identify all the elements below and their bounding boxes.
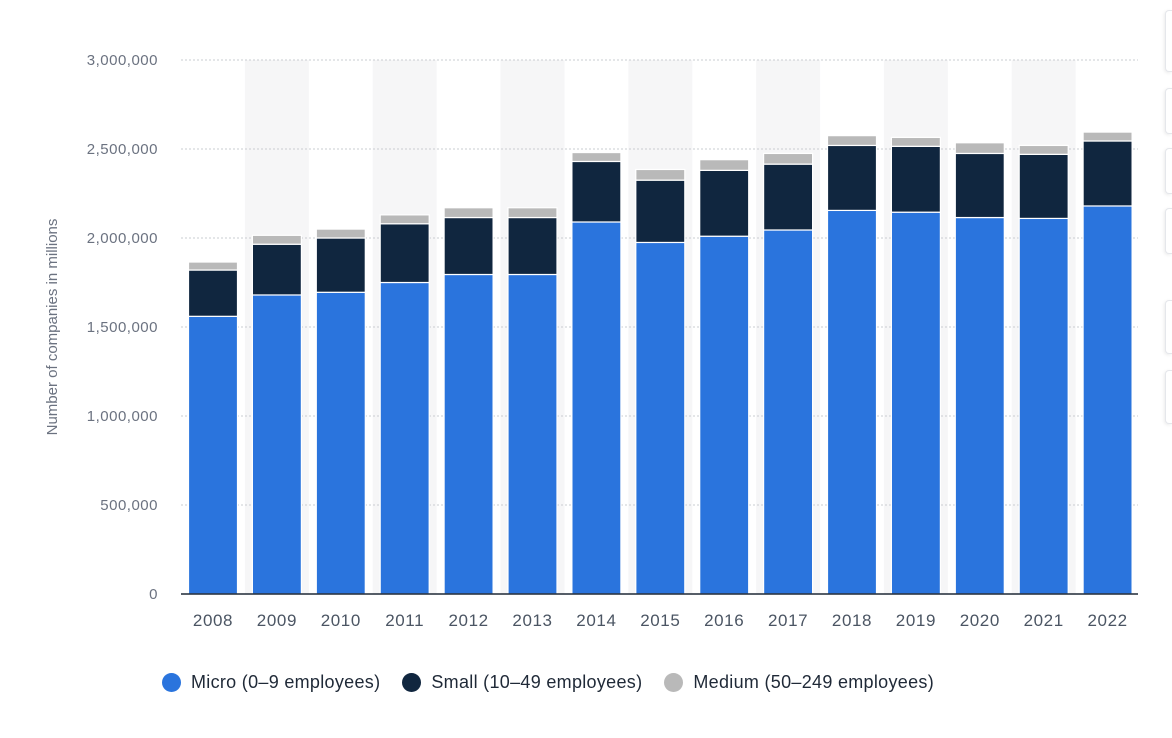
bar-segment-medium[interactable] — [1082, 131, 1133, 142]
y-tick-label: 1,000,000 — [87, 408, 158, 425]
bar-segment-micro[interactable] — [890, 211, 942, 595]
bar-segment-small[interactable] — [762, 163, 814, 231]
bar-segment-medium[interactable] — [443, 207, 494, 219]
y-tick-label: 1,500,000 — [87, 319, 158, 336]
bar-segment-micro[interactable] — [826, 209, 878, 595]
legend: Micro (0–9 employees) Small (10–49 emplo… — [162, 672, 956, 693]
bar-segment-medium[interactable] — [507, 207, 558, 219]
bar-segment-medium[interactable] — [187, 261, 239, 271]
bar-segment-micro[interactable] — [379, 281, 430, 595]
bar-segment-small[interactable] — [443, 216, 494, 276]
legend-dot-micro — [162, 673, 181, 692]
bar-segment-small[interactable] — [1082, 140, 1133, 207]
bar-segment-micro[interactable] — [443, 273, 494, 595]
bar-segment-medium[interactable] — [762, 152, 814, 165]
side-panel-tab[interactable] — [1165, 148, 1172, 194]
bar-segment-micro[interactable] — [954, 216, 1005, 595]
bar-segment-micro[interactable] — [762, 229, 814, 595]
x-tick-label: 2009 — [257, 611, 297, 630]
bar-segment-small[interactable] — [315, 237, 366, 293]
legend-label-small: Small (10–49 employees) — [431, 672, 643, 692]
x-tick-label: 2010 — [321, 611, 361, 630]
bar-segment-small[interactable] — [699, 169, 750, 237]
legend-label-medium: Medium (50–249 employees) — [693, 672, 934, 692]
y-tick-label: 2,500,000 — [87, 141, 158, 158]
bar-segment-micro[interactable] — [1082, 205, 1133, 595]
side-panel-tab[interactable] — [1165, 10, 1172, 72]
bar-segment-micro[interactable] — [187, 315, 239, 595]
bar-segment-small[interactable] — [826, 144, 878, 212]
legend-item-small[interactable]: Small (10–49 employees) — [402, 672, 642, 693]
y-tick-label: 2,000,000 — [87, 230, 158, 247]
bar-segment-medium[interactable] — [826, 135, 878, 147]
y-tick-label: 3,000,000 — [87, 52, 158, 69]
y-tick-label: 500,000 — [100, 497, 158, 514]
bar-segment-micro[interactable] — [699, 235, 750, 595]
legend-item-medium[interactable]: Medium (50–249 employees) — [664, 672, 934, 693]
bar-segment-micro[interactable] — [507, 273, 558, 595]
bar-segment-medium[interactable] — [699, 159, 750, 171]
bar-segment-medium[interactable] — [571, 151, 622, 163]
bar-segment-small[interactable] — [635, 179, 686, 244]
side-panel-tab[interactable] — [1165, 88, 1172, 134]
bars — [187, 131, 1133, 595]
x-tick-label: 2013 — [512, 611, 552, 630]
x-tick-label: 2020 — [960, 611, 1000, 630]
legend-label-micro: Micro (0–9 employees) — [191, 672, 381, 692]
x-tick-label: 2015 — [640, 611, 680, 630]
side-panel-tab[interactable] — [1165, 208, 1172, 254]
bar-segment-small[interactable] — [890, 145, 942, 213]
bar-segment-micro[interactable] — [571, 221, 622, 595]
side-panel-tab[interactable] — [1165, 370, 1172, 424]
legend-item-micro[interactable]: Micro (0–9 employees) — [162, 672, 380, 693]
bar-segment-small[interactable] — [187, 269, 239, 317]
bar-segment-micro[interactable] — [251, 294, 302, 595]
x-tick-label: 2022 — [1087, 611, 1127, 630]
y-tick-label: 0 — [149, 586, 158, 603]
bar-segment-medium[interactable] — [635, 168, 686, 181]
bar-segment-medium[interactable] — [379, 214, 430, 225]
bar-segment-small[interactable] — [507, 216, 558, 276]
side-panel-tab[interactable] — [1165, 300, 1172, 354]
bar-segment-micro[interactable] — [635, 241, 686, 595]
x-tick-label: 2019 — [896, 611, 936, 630]
bar-segment-small[interactable] — [379, 223, 430, 284]
bar-segment-medium[interactable] — [1018, 144, 1069, 155]
x-tick-label: 2016 — [704, 611, 744, 630]
bar-segment-medium[interactable] — [890, 136, 942, 147]
x-tick-labels: 2008 2009 2010 2011 2012 2013 2014 2015 2016 2017… — [193, 611, 1127, 630]
bar-segment-medium[interactable] — [251, 234, 302, 245]
bar-segment-small[interactable] — [1018, 153, 1069, 220]
legend-dot-small — [402, 673, 422, 692]
bar-segment-small[interactable] — [954, 152, 1005, 219]
bar-segment-micro[interactable] — [315, 291, 366, 595]
x-tick-label: 2017 — [768, 611, 808, 630]
bar-segment-micro[interactable] — [1018, 217, 1069, 595]
x-tick-label: 2018 — [832, 611, 872, 630]
y-axis-label: Number of companies in millions — [44, 219, 61, 436]
y-tick-labels: 0 500,000 1,000,000 1,500,000 2,000,000 2,500… — [87, 52, 158, 603]
x-tick-label: 2011 — [385, 611, 424, 630]
x-tick-label: 2008 — [193, 611, 233, 630]
bar-segment-small[interactable] — [251, 243, 302, 296]
x-tick-label: 2012 — [448, 611, 488, 630]
legend-dot-medium — [664, 673, 684, 692]
x-tick-label: 2014 — [576, 611, 616, 630]
bar-segment-small[interactable] — [571, 160, 622, 223]
bar-segment-medium[interactable] — [954, 142, 1005, 155]
bar-segment-medium[interactable] — [315, 228, 366, 239]
x-tick-label: 2021 — [1024, 611, 1064, 630]
